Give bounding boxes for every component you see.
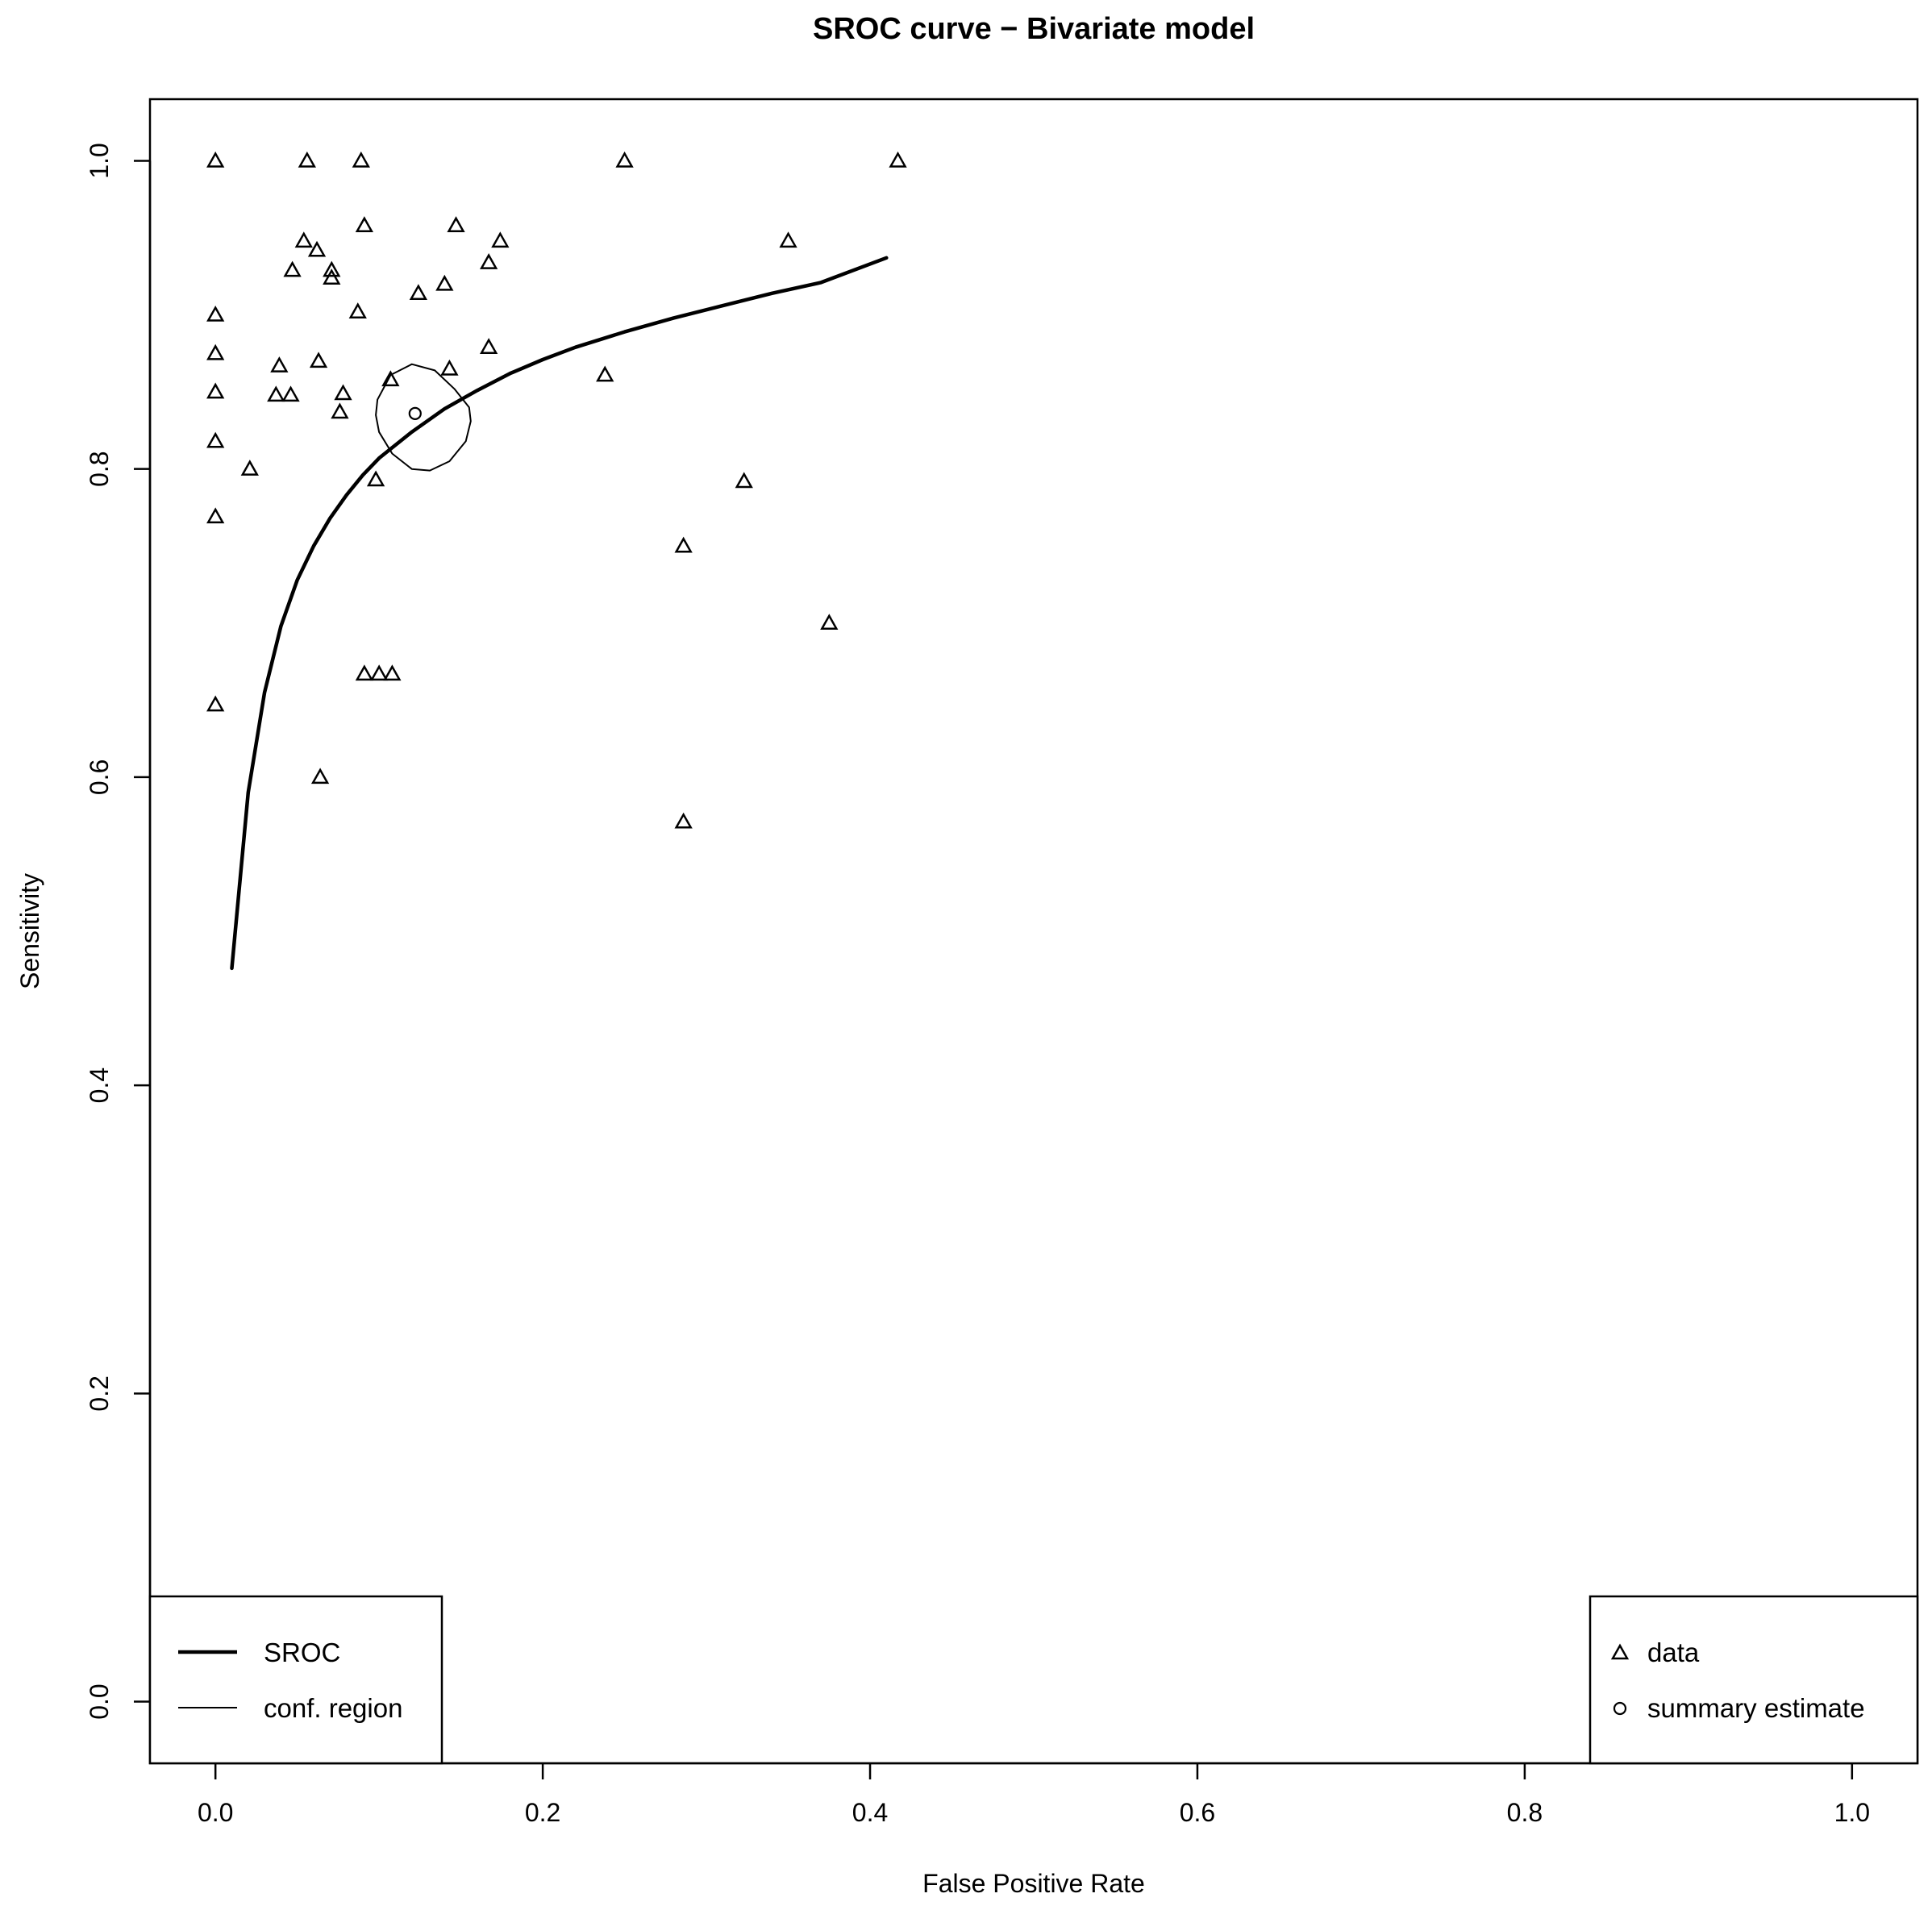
- x-axis-label: False Positive Rate: [922, 1869, 1145, 1898]
- legend-summary-estimate-swatch: [1613, 1701, 1627, 1716]
- y-axis-label: Sensitivity: [15, 873, 44, 989]
- data-point: [779, 231, 797, 248]
- data-point: [366, 470, 385, 487]
- data-point: [381, 370, 400, 387]
- summary-estimate-point: [408, 406, 422, 420]
- data-point: [674, 812, 693, 829]
- data-point: [479, 253, 498, 269]
- data-point: [674, 536, 693, 553]
- series-layer: [206, 151, 907, 971]
- y-axis: 0.0 0.2 0.4 0.6 0.8 1.0: [85, 143, 152, 1720]
- data-point: [323, 268, 341, 285]
- data-point: [206, 151, 225, 168]
- data-point: [479, 338, 498, 354]
- data-point: [447, 216, 465, 232]
- data-point: [206, 507, 225, 524]
- conf-region-line: [375, 363, 472, 472]
- data-point: [435, 274, 454, 291]
- x-tick-label: 0.8: [1507, 1798, 1543, 1827]
- data-point: [267, 385, 285, 402]
- data-point: [206, 431, 225, 448]
- x-tick-label: 0.0: [198, 1798, 233, 1827]
- data-point: [334, 384, 352, 401]
- data-point: [348, 302, 367, 318]
- data-point: [370, 664, 389, 681]
- data-point: [820, 614, 839, 630]
- legend-points-box: [1588, 1595, 1919, 1765]
- legend-sroc-label: SROC: [264, 1638, 340, 1667]
- data-point: [352, 151, 370, 168]
- data-point: [331, 402, 349, 419]
- legend-points: data summary estimate: [1588, 1595, 1919, 1765]
- x-tick-label: 1.0: [1834, 1798, 1870, 1827]
- data-point: [440, 359, 459, 376]
- legend-data-swatch: [1610, 1643, 1630, 1660]
- data-point: [323, 260, 341, 277]
- data-point: [889, 151, 907, 168]
- data-point: [283, 260, 302, 277]
- x-tick-label: 0.6: [1180, 1798, 1215, 1827]
- data-point: [310, 768, 330, 784]
- data-point: [383, 664, 402, 681]
- y-tick-label: 0.4: [85, 1067, 114, 1103]
- legend-data-label: data: [1647, 1638, 1700, 1667]
- data-point: [615, 151, 634, 168]
- data-point: [240, 460, 259, 476]
- x-tick-label: 0.4: [852, 1798, 888, 1827]
- data-point: [206, 695, 225, 712]
- data-point: [307, 240, 327, 257]
- legend-lines-box: [148, 1595, 443, 1765]
- y-tick-label: 1.0: [85, 143, 114, 178]
- data-point: [270, 356, 289, 372]
- plot-frame: [148, 98, 1919, 1765]
- legend-summary-estimate-label: summary estimate: [1647, 1693, 1865, 1723]
- data-point: [206, 343, 225, 360]
- sroc-line: [230, 256, 889, 971]
- data-point: [206, 382, 225, 399]
- data-point: [298, 151, 316, 168]
- data-point: [309, 352, 328, 368]
- y-tick-label: 0.6: [85, 759, 114, 795]
- data-point: [281, 385, 300, 402]
- data-point: [491, 231, 510, 248]
- data-point: [409, 284, 427, 301]
- data-point: [355, 664, 374, 681]
- y-tick-label: 0.8: [85, 451, 114, 486]
- y-tick-label: 0.0: [85, 1683, 114, 1719]
- chart-title: SROC curve − Bivariate model: [813, 12, 1255, 46]
- data-point: [355, 216, 374, 232]
- data-point: [596, 365, 614, 382]
- data-point: [735, 472, 753, 489]
- legend-conf-region-label: conf. region: [264, 1693, 402, 1723]
- y-tick-label: 0.2: [85, 1375, 114, 1411]
- x-tick-label: 0.2: [525, 1798, 560, 1827]
- legend-lines: SROC conf. region: [148, 1595, 443, 1765]
- x-axis: 0.0 0.2 0.4 0.6 0.8 1.0: [198, 1762, 1870, 1827]
- data-point: [206, 306, 225, 322]
- data-point: [294, 231, 313, 248]
